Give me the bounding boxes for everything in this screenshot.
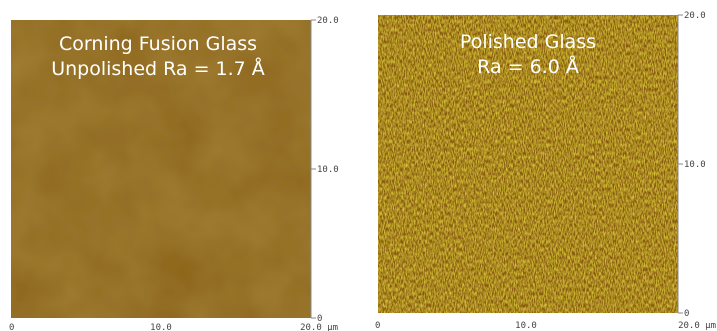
x-tick-label: 0 (9, 323, 14, 331)
panel-left: 20.0 10.0 0 0 10.0 20.0 µm Corning Fusio… (9, 16, 339, 331)
x-tick-label: 10.0 (150, 323, 172, 331)
x-tick-label: 0 (375, 321, 380, 331)
y-tick-label: 10.0 (317, 165, 339, 175)
panel-title: Corning Fusion Glass (59, 33, 257, 55)
figure: 20.0 10.0 0 0 10.0 20.0 µm Corning Fusio… (0, 0, 717, 331)
x-tick-label: 20.0 µm (300, 323, 338, 331)
y-tick-label: 10.0 (684, 160, 706, 170)
panel-title: Ra = 6.0 Å (477, 55, 579, 78)
panel-title: Polished Glass (460, 31, 596, 53)
y-tick-label: 20.0 (684, 11, 706, 21)
panel-right: 20.0 10.0 0 0 10.0 20.0 µm Polished Glas… (375, 11, 716, 331)
panel-title: Unpolished Ra = 1.7 Å (51, 57, 265, 80)
x-tick-label: 10.0 (515, 321, 537, 331)
y-tick-label: 0 (684, 309, 689, 319)
x-tick-label: 20.0 µm (678, 321, 716, 331)
y-tick-label: 20.0 (317, 16, 339, 26)
